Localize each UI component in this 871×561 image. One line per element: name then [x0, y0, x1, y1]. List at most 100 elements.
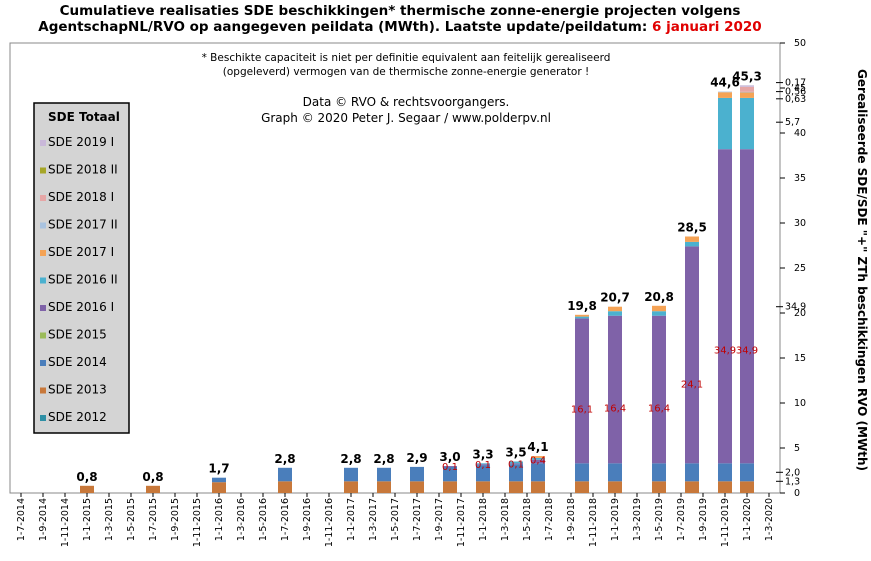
bar-total-label: 28,5 [677, 221, 707, 235]
bar-segment [278, 481, 292, 493]
bar-segment [718, 91, 732, 93]
x-tick-label: 1-3-2018 [500, 498, 511, 541]
bar-segment [685, 236, 699, 242]
x-tick-label: 1-1-2019 [610, 498, 621, 541]
bar-total-label: 3,0 [439, 450, 460, 464]
credit-line2: Graph © 2020 Peter J. Segaar / www.polde… [261, 111, 551, 125]
x-tick-label: 1-3-2016 [236, 498, 247, 541]
bar-total-label: 0,8 [142, 470, 163, 484]
y-tick-label: 10 [794, 398, 806, 409]
bar-segment [278, 467, 292, 482]
legend-entry: SDE 2018 II [48, 163, 118, 177]
bar-segment [531, 463, 545, 482]
bar-segment [212, 482, 226, 493]
legend-entry: SDE 2019 I [48, 135, 114, 149]
bar-total-label: 2,8 [373, 452, 394, 466]
bar-segment [531, 481, 545, 493]
bar-segment [740, 86, 754, 92]
legend-swatch [40, 167, 46, 174]
right-annotation-label: 34,9 [785, 302, 806, 313]
chart-title-line2: AgentschapNL/RVO op aangegeven peildata … [38, 19, 761, 35]
bar-segment [608, 481, 622, 493]
x-tick-label: 1-9-2018 [566, 498, 577, 541]
bar-segment [718, 463, 732, 482]
chart-title-prefix: AgentschapNL/RVO op aangegeven peildata … [38, 19, 652, 35]
bar-segment [531, 459, 545, 464]
segment-label: 16,1 [571, 405, 593, 416]
x-tick-label: 1-5-2018 [522, 498, 533, 541]
bar-segment [685, 463, 699, 482]
bar-total-label: 1,7 [208, 462, 229, 476]
y-tick-label: 5 [794, 443, 800, 454]
bar-total-label: 2,8 [274, 452, 295, 466]
bar-segment [608, 311, 622, 316]
bar-segment [718, 97, 732, 150]
bar-segment [509, 461, 523, 464]
legend-swatch [40, 415, 46, 421]
legend-box [33, 102, 130, 434]
x-tick-label: 1-7-2017 [412, 498, 423, 541]
x-tick-label: 1-1-2020 [742, 498, 753, 541]
bar-segment [740, 92, 754, 98]
bar-segment [377, 481, 391, 493]
bar-segment [718, 481, 732, 493]
peildatum-date: 6 januari 2020 [652, 19, 762, 35]
bar-segment [509, 481, 523, 493]
segment-label: 34,9 [736, 345, 758, 356]
segment-label: 0,1 [442, 462, 458, 473]
bar-segment [531, 457, 545, 460]
legend-entry: SDE 2016 II [48, 273, 118, 287]
bar-segment [740, 463, 754, 482]
bar-segment [652, 463, 666, 482]
x-tick-label: 1-11-2016 [324, 498, 335, 547]
bar-segment [146, 485, 160, 493]
right-annotation-label: 1,3 [785, 476, 800, 487]
credit-line1: Data © RVO & rechtsvoorgangers. [303, 95, 510, 109]
bar-segment [685, 241, 699, 247]
x-tick-label: 1-11-2015 [192, 498, 203, 547]
bar-segment [718, 149, 732, 464]
bar-total-label: 20,8 [644, 290, 674, 304]
bar-segment [509, 463, 523, 465]
x-tick-label: 1-3-2019 [632, 498, 643, 541]
x-tick-label: 1-9-2015 [170, 498, 181, 541]
y-tick-label: 45 [794, 83, 806, 94]
x-tick-label: 1-1-2017 [346, 498, 357, 541]
segment-label: 16,4 [604, 404, 626, 415]
y-tick-label: 25 [794, 263, 806, 274]
plot-area [9, 42, 781, 494]
segment-label: 16,4 [648, 404, 670, 415]
x-tick-label: 1-5-2015 [126, 498, 137, 541]
bar-segment [608, 463, 622, 482]
bar-segment [740, 149, 754, 464]
x-tick-label: 1-5-2019 [654, 498, 665, 541]
bar-segment [80, 485, 94, 493]
bar-total-label: 19,8 [567, 299, 597, 313]
bar-segment [476, 463, 490, 465]
bar-total-label: 20,7 [600, 291, 630, 305]
x-tick-label: 1-3-2020 [764, 498, 775, 541]
disclaimer-line2: (opgeleverd) vermogen van de thermische … [223, 66, 589, 78]
legend-entry: SDE 2016 I [48, 300, 114, 314]
legend-entry: SDE 2015 [48, 328, 107, 342]
chart-title-line1: Cumulatieve realisaties SDE beschikkinge… [60, 3, 741, 19]
y-tick-label: 50 [794, 38, 806, 49]
bar-segment [377, 467, 391, 482]
legend-swatch [40, 195, 46, 201]
legend-entry: SDE 2012 [48, 410, 107, 424]
right-annotation-label: 0,63 [785, 94, 806, 105]
bar-total-label: 3,3 [472, 447, 493, 461]
y-tick-label: 35 [794, 173, 806, 184]
bar-segment [575, 481, 589, 493]
x-tick-label: 1-9-2014 [38, 498, 49, 541]
bar-total-label: 2,9 [406, 451, 427, 465]
x-tick-label: 1-11-2018 [588, 498, 599, 547]
x-tick-label: 1-9-2016 [302, 498, 313, 541]
bar-segment [652, 481, 666, 493]
x-tick-label: 1-1-2016 [214, 498, 225, 541]
x-tick-label: 1-7-2019 [676, 498, 687, 541]
bar-total-label: 4,1 [527, 440, 548, 454]
bar-segment [410, 466, 424, 482]
x-tick-label: 1-9-2017 [434, 498, 445, 541]
y-tick-label: 20 [794, 308, 806, 319]
